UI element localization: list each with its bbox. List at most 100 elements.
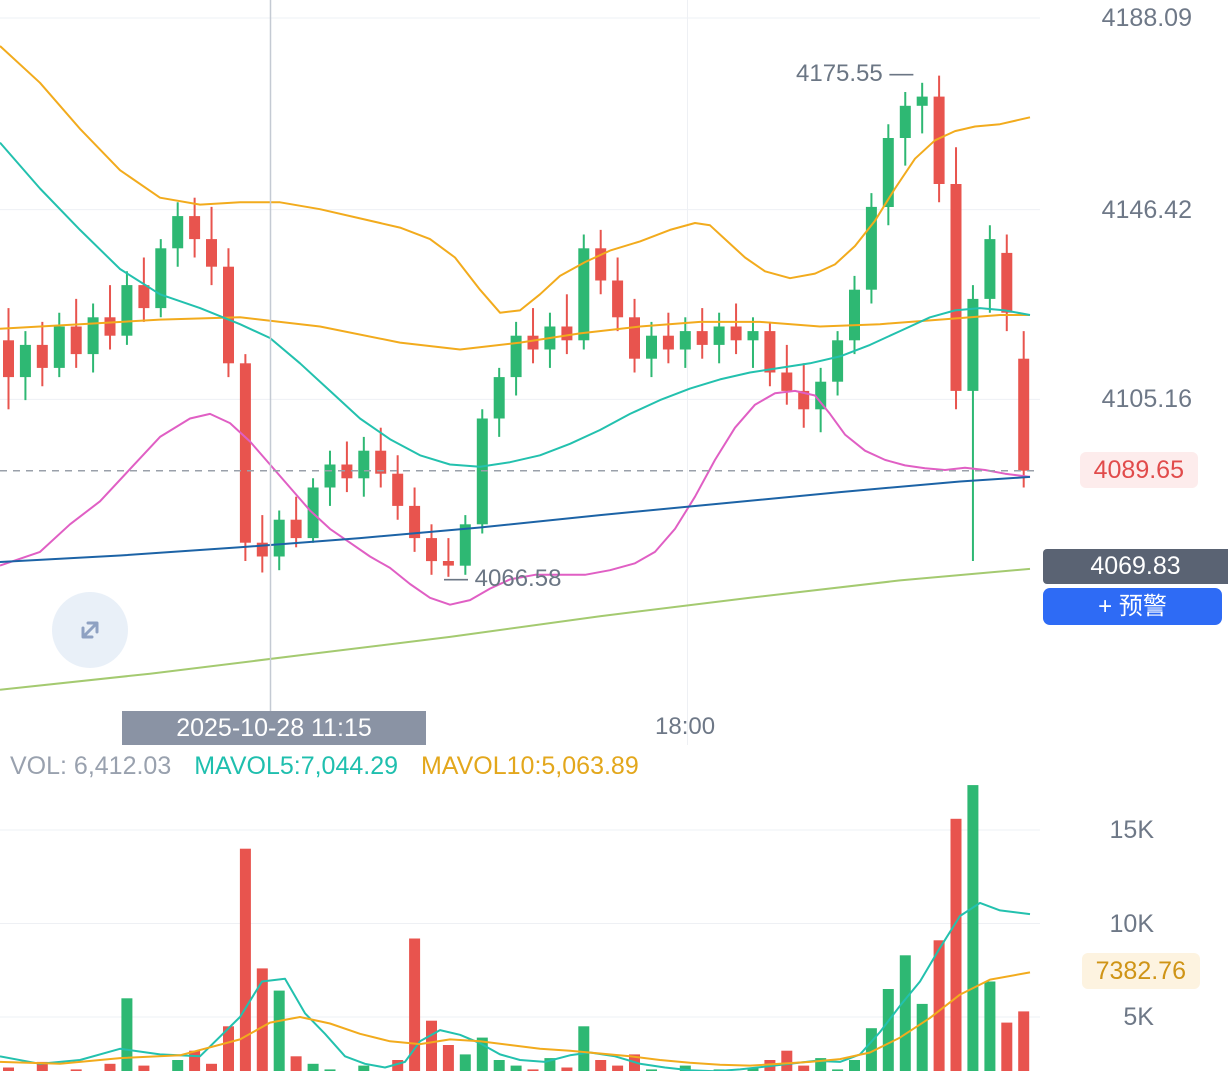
add-alert-button[interactable]: + 预警: [1043, 588, 1222, 625]
volume-bar: [916, 1003, 928, 1071]
candle-body: [223, 266, 234, 364]
volume-bar: [138, 1065, 150, 1071]
candle-body: [459, 524, 471, 566]
volume-bar: [950, 818, 962, 1071]
candle-body: [899, 105, 911, 138]
volume-bar: [646, 1069, 657, 1071]
mavol5-line: [0, 901, 1031, 1071]
volume-bar: [36, 1061, 48, 1071]
volume-value-label: VOL: 6,412.03: [10, 752, 172, 780]
volume-bar: [121, 998, 133, 1071]
candle-body: [916, 96, 928, 106]
volume-bar: [273, 990, 285, 1071]
candle-body: [341, 464, 353, 479]
candle-body: [764, 331, 776, 373]
volume-bar: [882, 989, 894, 1071]
candle-body: [273, 519, 285, 557]
candle-body: [493, 377, 505, 419]
crosshair-date-badge: 2025-10-28 11:15: [122, 711, 426, 745]
volume-bar: [189, 1050, 201, 1071]
candle-body: [155, 248, 167, 309]
volume-bar: [899, 955, 911, 1071]
candle-body: [172, 216, 184, 249]
volume-bar: [832, 1069, 844, 1071]
volume-bar: [967, 785, 979, 1071]
candle-body: [358, 450, 370, 479]
candle-body: [70, 326, 82, 355]
candle-body: [206, 239, 217, 267]
candle-body: [815, 381, 827, 410]
candle-body: [612, 280, 624, 318]
volume-legend: VOL: 6,412.03 MAVOL5:7,044.29 MAVOL10:5,…: [10, 752, 639, 781]
candle-body: [578, 248, 590, 341]
volume-bar: [442, 1045, 454, 1071]
candle-body: [950, 184, 962, 391]
candle-body: [595, 248, 607, 281]
volume-bar: [1018, 1011, 1030, 1071]
ma-long-green-line: [0, 567, 1031, 691]
volume-bar: [476, 1037, 488, 1071]
candle-body: [3, 340, 14, 378]
volume-bar: [798, 1065, 810, 1071]
candle-body: [392, 473, 404, 506]
ma-blue-line: [0, 475, 1031, 563]
volume-bar: [815, 1058, 827, 1071]
candle-body: [1018, 358, 1030, 471]
volume-bar: [595, 1060, 607, 1071]
candle-body: [747, 331, 759, 341]
volume-bar: [239, 848, 251, 1071]
candle-body: [36, 344, 48, 368]
mavol5-label: MAVOL5:7,044.29: [194, 752, 399, 780]
candle-body: [882, 138, 894, 207]
volume-bar: [206, 1063, 217, 1071]
candle-body: [849, 289, 860, 341]
volume-bar: [612, 1065, 624, 1071]
mavol10-label: MAVOL10:5,063.89: [420, 752, 639, 780]
candle-body: [527, 335, 539, 350]
candle-body: [561, 326, 573, 341]
candle-body: [865, 206, 877, 290]
volume-bar: [865, 1028, 877, 1071]
volume-bar: [172, 1060, 184, 1071]
volume-bar: [679, 1065, 691, 1071]
candle-body: [967, 298, 979, 391]
candle-body: [409, 505, 421, 539]
volume-bar: [933, 940, 945, 1071]
boll-upper-line: [0, 45, 1031, 314]
high-price-annotation: 4175.55 —: [796, 60, 914, 87]
ma-mid-yellow-line: [0, 314, 1030, 351]
volume-bar: [984, 981, 996, 1071]
candle-body: [832, 340, 844, 382]
candle-body: [138, 285, 150, 309]
candle-body: [239, 363, 251, 543]
volume-bars: [3, 785, 1030, 1071]
volume-bar: [409, 938, 421, 1071]
volume-bar: [358, 1065, 370, 1071]
candle-body: [19, 344, 31, 378]
candle-body: [510, 335, 522, 378]
volume-bar: [256, 968, 268, 1071]
candle-body: [256, 542, 268, 557]
candle-body: [375, 450, 387, 474]
mavol10-line: [0, 971, 1031, 1067]
volume-bar: [392, 1060, 404, 1071]
candle-body: [662, 335, 674, 350]
candle-body: [290, 519, 302, 539]
candle-body: [730, 326, 742, 341]
candle-body: [121, 285, 133, 336]
candle-body: [104, 317, 116, 336]
candle-body: [933, 96, 945, 184]
expand-arrows-icon: [81, 621, 99, 639]
candle-body: [798, 390, 810, 410]
gridlines: [0, 0, 1040, 1018]
volume-bar: [70, 1069, 82, 1071]
volume-bar: [3, 1067, 14, 1071]
low-price-annotation: — 4066.58: [444, 565, 562, 592]
expand-chart-button[interactable]: [52, 592, 128, 668]
volume-bar: [527, 1069, 539, 1071]
current-mavol-label: 7382.76: [1081, 953, 1200, 989]
volume-bar: [324, 1069, 336, 1071]
secondary-price-badge: 4069.83: [1043, 549, 1228, 584]
